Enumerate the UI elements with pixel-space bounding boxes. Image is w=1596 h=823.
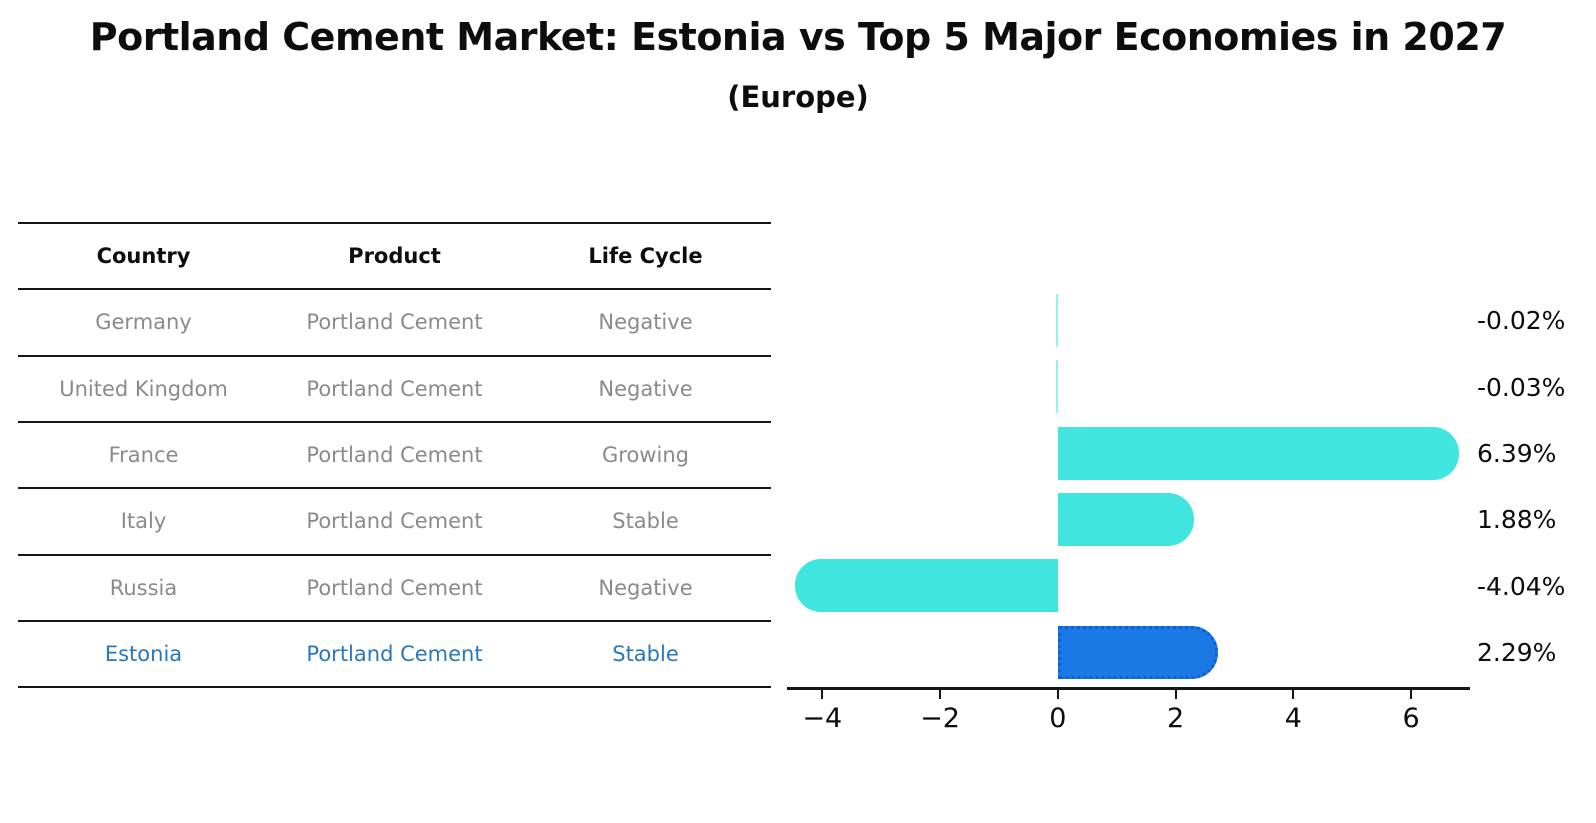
bar-united-kingdom <box>1055 360 1058 414</box>
bar-value-label: -4.04% <box>1477 571 1566 601</box>
cell-life-cycle: Negative <box>598 310 693 335</box>
table-row: Russia Portland Cement Negative <box>18 553 771 620</box>
bar-germany <box>1055 293 1058 347</box>
bar-france <box>1057 426 1460 480</box>
cell-country: Italy <box>120 509 167 534</box>
table-row: Germany Portland Cement Negative <box>18 288 771 354</box>
x-tick-mark <box>821 688 824 699</box>
x-tick-label: 2 <box>1167 703 1185 734</box>
table-header-row: Country Product Life Cycle <box>18 222 771 288</box>
table-body: Germany Portland Cement Negative United Kin… <box>18 288 771 686</box>
table-row: France Portland Cement Growing <box>18 420 771 487</box>
x-tick-label: 0 <box>1049 703 1067 734</box>
x-tick-label: 6 <box>1402 703 1420 734</box>
cell-life-cycle: Growing <box>602 443 689 468</box>
cell-life-cycle: Negative <box>598 575 693 600</box>
cell-product: Portland Cement <box>306 642 483 667</box>
bar-value-label: 2.29% <box>1477 638 1557 668</box>
cell-life-cycle: Stable <box>612 509 679 534</box>
bar-value-label: -0.03% <box>1477 372 1566 402</box>
bar-russia <box>794 559 1058 613</box>
bar-chart: −4 −2 0 2 4 6 <box>787 222 1470 734</box>
chart-subtitle: (Europe) <box>727 80 869 114</box>
x-tick-mark <box>1056 688 1059 699</box>
bar-value-label: 1.88% <box>1477 505 1557 535</box>
cell-country: Germany <box>95 310 192 335</box>
country-table: Country Product Life Cycle Germany Portla… <box>18 222 771 689</box>
table-row: United Kingdom Portland Cement Negative <box>18 354 771 421</box>
x-tick-mark <box>939 688 942 699</box>
x-tick-label: 4 <box>1284 703 1302 734</box>
x-tick-label: −2 <box>920 703 960 734</box>
cell-product: Portland Cement <box>306 575 483 600</box>
cell-product: Portland Cement <box>306 376 483 401</box>
col-header-country: Country <box>96 244 191 269</box>
cell-product: Portland Cement <box>306 443 483 468</box>
x-tick-label: −4 <box>802 703 843 734</box>
col-header-lifecycle: Life Cycle <box>588 244 703 269</box>
cell-product: Portland Cement <box>306 310 483 335</box>
table-row: Italy Portland Cement Stable <box>18 487 771 553</box>
cell-life-cycle: Negative <box>598 376 693 401</box>
chart-title: Portland Cement Market: Estonia vs Top 5… <box>89 15 1507 59</box>
col-header-product: Product <box>348 244 441 269</box>
x-tick-mark <box>1174 688 1177 699</box>
bar-value-label: 6.39% <box>1477 439 1557 469</box>
x-tick-mark <box>1292 688 1295 699</box>
cell-product: Portland Cement <box>306 509 483 534</box>
x-tick-mark <box>1410 688 1413 699</box>
table-row: Estonia Portland Cement Stable <box>18 619 771 686</box>
bar-value-label: -0.02% <box>1477 306 1566 336</box>
cell-country: Estonia <box>104 642 183 667</box>
cell-country: United Kingdom <box>59 376 228 401</box>
bar-italy <box>1057 492 1194 546</box>
cell-country: France <box>108 443 179 468</box>
cell-country: Russia <box>109 575 178 600</box>
cell-life-cycle: Stable <box>612 642 679 667</box>
bar-estonia <box>1057 625 1218 679</box>
